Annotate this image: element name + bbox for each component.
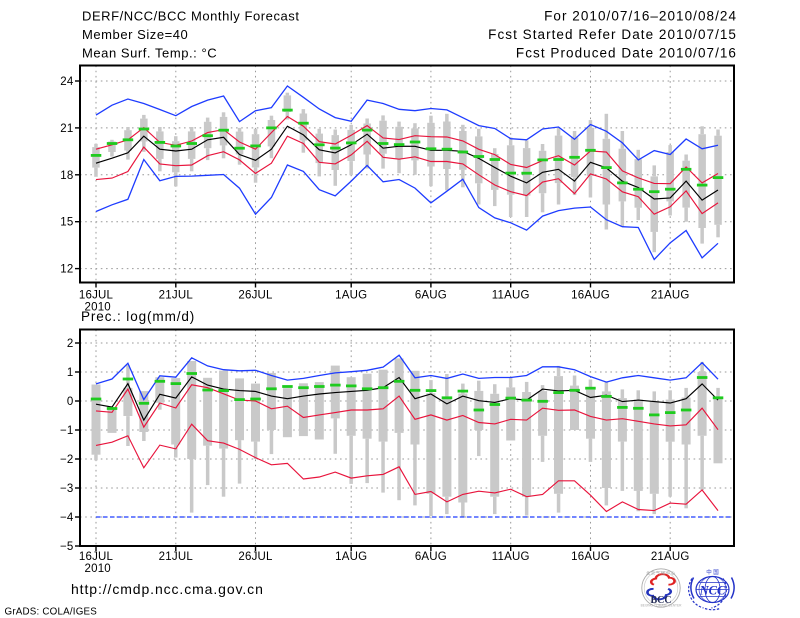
svg-text:−3: −3 bbox=[60, 483, 74, 495]
svg-text:−1: −1 bbox=[60, 425, 74, 437]
svg-text:21: 21 bbox=[60, 123, 73, 135]
svg-text:http://cmdp.ncc.cma.gov.cn: http://cmdp.ncc.cma.gov.cn bbox=[71, 581, 264, 597]
svg-text:1AUG: 1AUG bbox=[335, 551, 367, 563]
svg-text:−2: −2 bbox=[60, 454, 74, 466]
svg-text:中 国: 中 国 bbox=[706, 568, 719, 576]
svg-text:Fcst Started Refer Date 2010/0: Fcst Started Refer Date 2010/07/15 bbox=[488, 27, 737, 42]
svg-text:21AUG: 21AUG bbox=[651, 290, 690, 302]
svg-text:GrADS: COLA/IGES: GrADS: COLA/IGES bbox=[5, 607, 98, 618]
svg-text:BCC: BCC bbox=[650, 595, 671, 606]
svg-text:2010: 2010 bbox=[85, 302, 111, 314]
svg-text:BEIJING CLIMATE CENTER: BEIJING CLIMATE CENTER bbox=[641, 604, 683, 608]
svg-text:1: 1 bbox=[67, 367, 74, 379]
svg-text:18: 18 bbox=[60, 170, 73, 182]
svg-text:0: 0 bbox=[67, 396, 74, 408]
svg-text:Member Size=40: Member Size=40 bbox=[82, 27, 188, 42]
svg-text:15: 15 bbox=[60, 217, 73, 229]
svg-text:11AUG: 11AUG bbox=[492, 290, 530, 302]
svg-text:26JUL: 26JUL bbox=[238, 290, 273, 302]
svg-text:16JUL: 16JUL bbox=[79, 290, 114, 302]
svg-text:16JUL: 16JUL bbox=[79, 551, 114, 563]
svg-text:−4: −4 bbox=[60, 512, 74, 524]
svg-text:21JUL: 21JUL bbox=[159, 290, 194, 302]
svg-text:21AUG: 21AUG bbox=[651, 551, 690, 563]
svg-text:2010: 2010 bbox=[85, 563, 111, 575]
svg-text:11AUG: 11AUG bbox=[492, 551, 530, 563]
svg-text:NCC: NCC bbox=[699, 584, 726, 598]
svg-text:For 2010/07/16–2010/08/24: For 2010/07/16–2010/08/24 bbox=[544, 9, 737, 24]
svg-text:16AUG: 16AUG bbox=[571, 290, 610, 302]
svg-text:24: 24 bbox=[60, 76, 74, 88]
svg-text:1AUG: 1AUG bbox=[335, 290, 367, 302]
svg-text:Mean Surf. Temp.: °C: Mean Surf. Temp.: °C bbox=[82, 46, 217, 61]
svg-text:DERF/NCC/BCC Monthly Forecast: DERF/NCC/BCC Monthly Forecast bbox=[82, 9, 300, 24]
svg-text:12: 12 bbox=[60, 264, 73, 276]
svg-text:2: 2 bbox=[67, 338, 74, 350]
svg-text:北京气候中心: 北京气候中心 bbox=[646, 570, 676, 576]
svg-text:6AUG: 6AUG bbox=[415, 290, 447, 302]
svg-text:Fcst Produced Date 2010/07/16: Fcst Produced Date 2010/07/16 bbox=[516, 46, 737, 61]
svg-text:26JUL: 26JUL bbox=[238, 551, 273, 563]
svg-text:16AUG: 16AUG bbox=[571, 551, 610, 563]
svg-text:6AUG: 6AUG bbox=[415, 551, 447, 563]
svg-text:Prec.: log(mm/d): Prec.: log(mm/d) bbox=[81, 309, 195, 324]
svg-text:−5: −5 bbox=[60, 541, 74, 553]
svg-text:21JUL: 21JUL bbox=[159, 551, 194, 563]
